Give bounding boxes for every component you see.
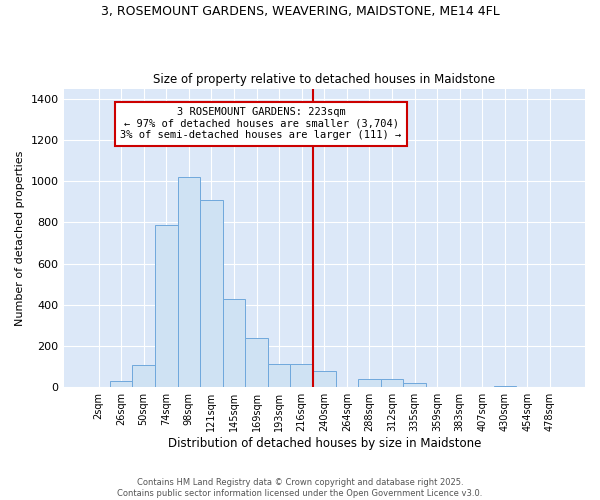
Bar xyxy=(110,381,133,388)
Text: 3, ROSEMOUNT GARDENS, WEAVERING, MAIDSTONE, ME14 4FL: 3, ROSEMOUNT GARDENS, WEAVERING, MAIDSTO… xyxy=(101,5,499,18)
Bar xyxy=(178,177,200,388)
Y-axis label: Number of detached properties: Number of detached properties xyxy=(15,150,25,326)
Bar xyxy=(245,338,268,388)
Bar xyxy=(133,364,155,388)
Text: 3 ROSEMOUNT GARDENS: 223sqm
← 97% of detached houses are smaller (3,704)
3% of s: 3 ROSEMOUNT GARDENS: 223sqm ← 97% of det… xyxy=(121,107,401,140)
Bar xyxy=(268,364,290,388)
X-axis label: Distribution of detached houses by size in Maidstone: Distribution of detached houses by size … xyxy=(167,437,481,450)
Bar xyxy=(200,200,223,388)
Bar xyxy=(358,379,381,388)
Bar xyxy=(494,386,516,388)
Text: Contains HM Land Registry data © Crown copyright and database right 2025.
Contai: Contains HM Land Registry data © Crown c… xyxy=(118,478,482,498)
Bar xyxy=(223,298,245,388)
Bar xyxy=(290,364,313,388)
Bar xyxy=(381,379,403,388)
Bar xyxy=(155,224,178,388)
Bar xyxy=(313,371,335,388)
Bar xyxy=(403,383,426,388)
Title: Size of property relative to detached houses in Maidstone: Size of property relative to detached ho… xyxy=(153,73,496,86)
